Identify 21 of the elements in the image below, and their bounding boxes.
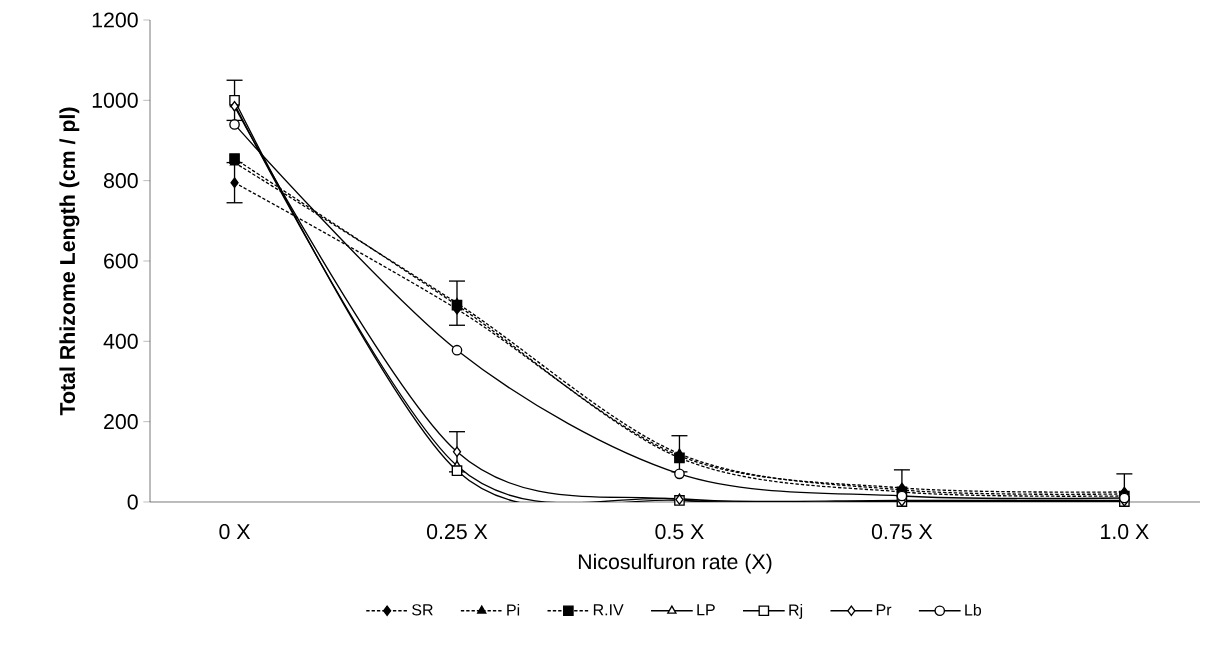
y-tick-label: 200	[104, 414, 138, 430]
x-tick-label: 0 X	[219, 524, 251, 540]
legend-label: SR	[412, 604, 433, 616]
y-tick-label: 1000	[92, 92, 138, 108]
legend-label: Lb	[965, 603, 982, 616]
legend-label: Pr	[876, 604, 892, 616]
y-axis-title: Total Rhizome Length (cm / pl)	[59, 107, 80, 416]
legend-label: LP	[697, 604, 715, 616]
x-tick-label: 0.25 X	[427, 524, 488, 540]
legend-label: R.IV	[593, 604, 624, 616]
y-tick-label: 800	[103, 173, 138, 189]
x-tick-label: 0.5 X	[655, 524, 704, 540]
y-tick-label: 1200	[92, 12, 138, 28]
y-tick-label: 600	[104, 253, 138, 269]
y-tick-label: 0	[127, 494, 138, 510]
x-tick-label: 0.75 X	[871, 524, 933, 540]
y-tick-label: 400	[103, 333, 138, 349]
x-tick-label: 1.0 X	[1101, 524, 1149, 540]
legend-label: Rj	[789, 603, 803, 619]
legend-label: Pi	[507, 603, 520, 616]
x-axis-title: Nicosulfuron rate (X)	[578, 553, 772, 574]
